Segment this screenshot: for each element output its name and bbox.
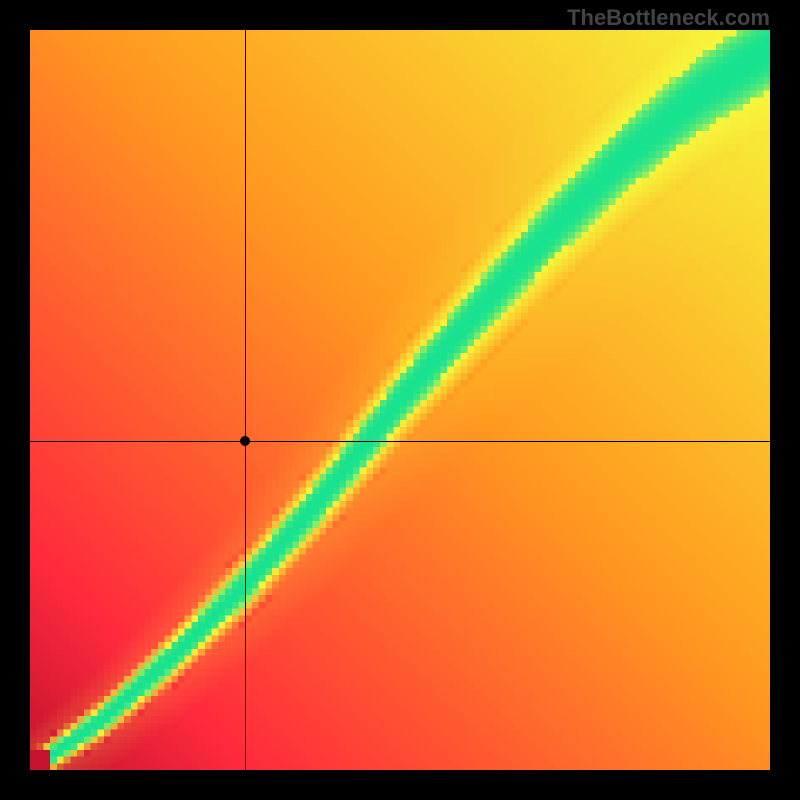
watermark-text: TheBottleneck.com [567, 5, 770, 31]
heatmap-plot [30, 30, 770, 770]
crosshair-vertical [245, 30, 246, 770]
crosshair-horizontal [30, 441, 770, 442]
crosshair-dot [240, 436, 250, 446]
heatmap-canvas [30, 30, 770, 770]
